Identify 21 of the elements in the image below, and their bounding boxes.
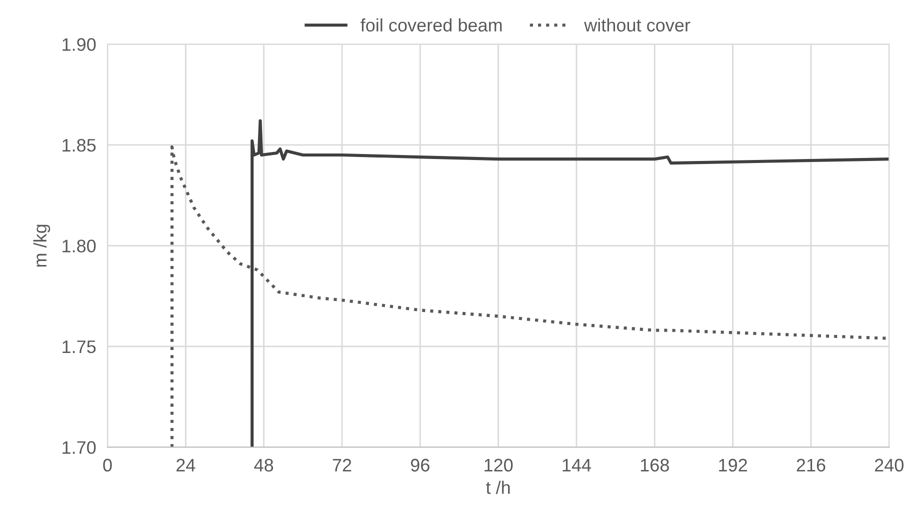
x-tick-label: 24	[176, 458, 196, 472]
y-tick-label: 1.80	[62, 240, 96, 252]
x-tick-label: 0	[103, 458, 112, 472]
y-tick-label: 1.70	[62, 441, 96, 454]
x-tick-label: 96	[410, 458, 430, 472]
x-tick-label: 72	[332, 458, 352, 472]
y-tick-label: 1.75	[62, 340, 96, 354]
x-tick-label: 120	[484, 458, 513, 472]
y-axis-title: m /kg	[33, 224, 50, 267]
y-tick-label: 1.90	[62, 38, 96, 51]
y-tick-label: 1.85	[62, 138, 96, 152]
legend-label: foil covered beam	[360, 18, 502, 32]
x-tick-label: 144	[562, 458, 592, 472]
line-series	[250, 119, 890, 448]
x-tick-label: 48	[254, 458, 274, 472]
x-tick-label: 216	[796, 458, 826, 472]
x-tick-label: 168	[640, 458, 669, 472]
x-tick-label: 240	[874, 458, 904, 472]
x-tick-label: 192	[719, 458, 747, 472]
x-axis-title: t /h	[486, 480, 510, 494]
legend-label: without cover	[584, 18, 690, 32]
